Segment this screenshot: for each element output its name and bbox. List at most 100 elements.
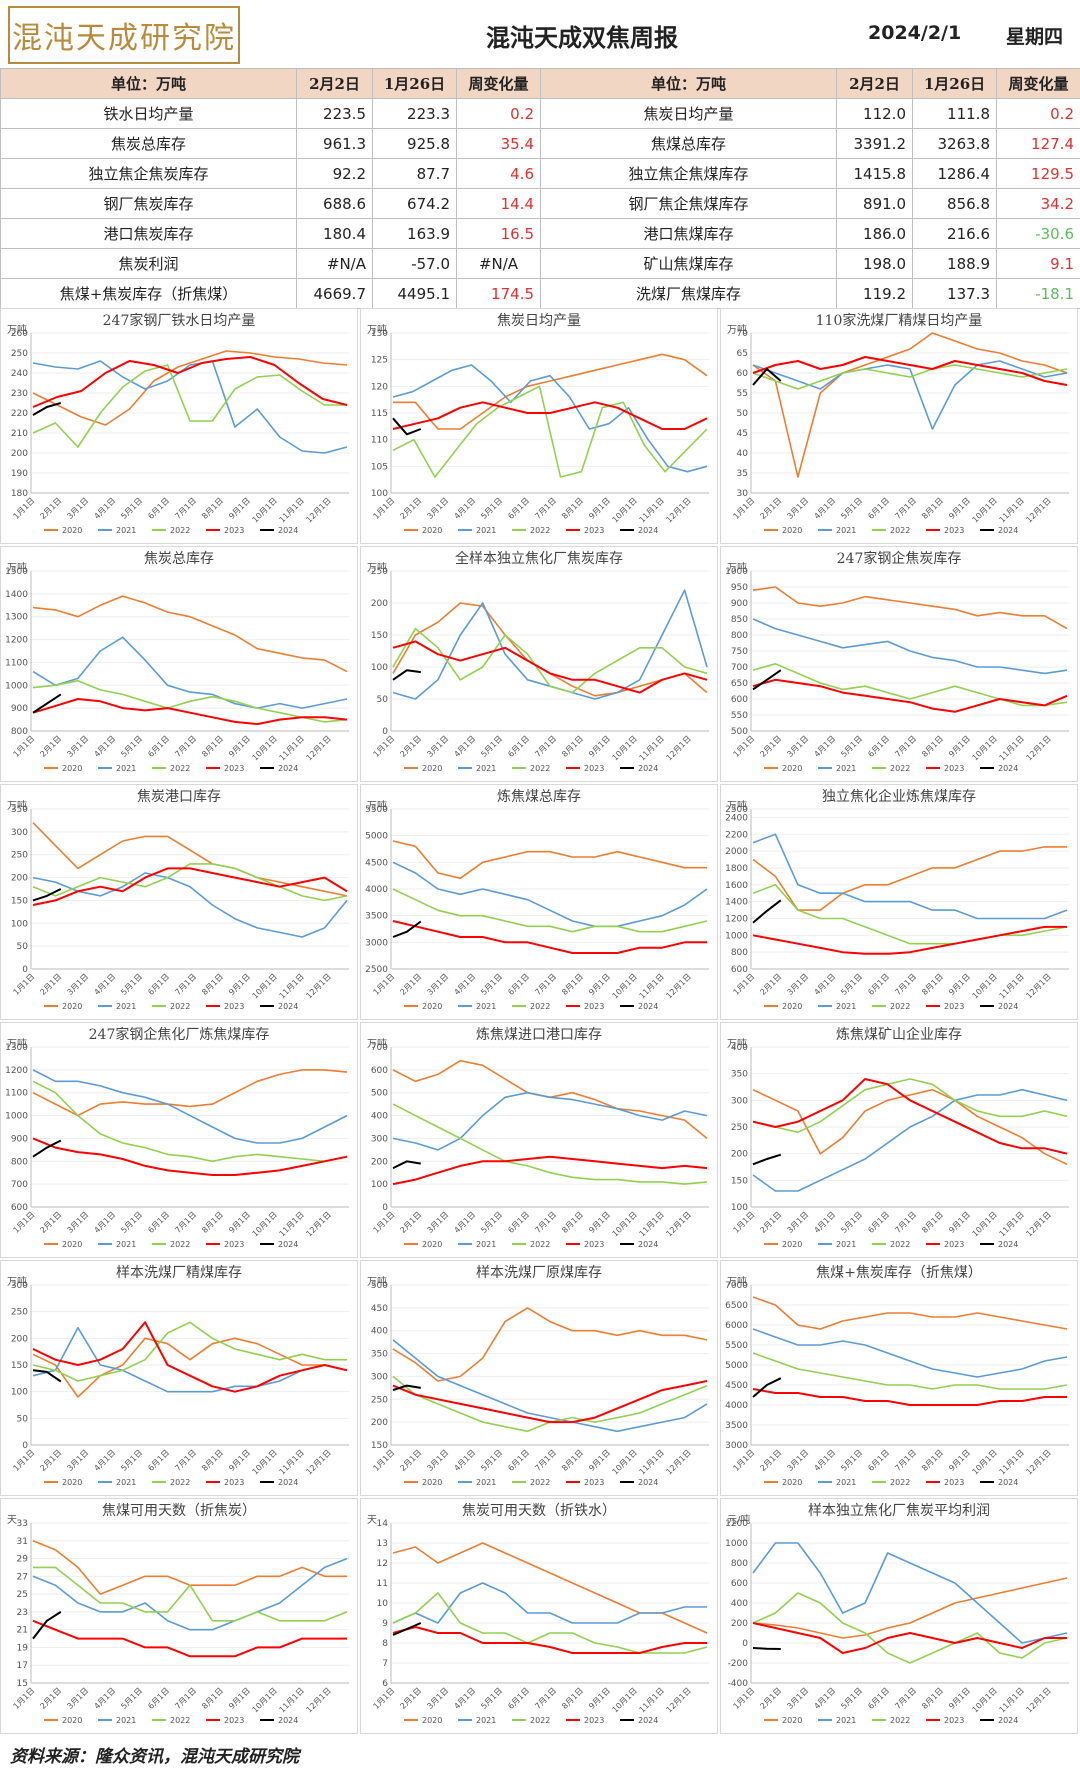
chart-title: 247家钢企焦炭库存 — [837, 550, 962, 567]
y-tick-label: 250 — [11, 1308, 28, 1318]
series-line-2021 — [32, 636, 348, 709]
y-tick-label: 0 — [742, 1639, 748, 1649]
weekly-change-cell: 34.2 — [996, 188, 1080, 219]
legend-label: 2024 — [278, 1478, 298, 1487]
x-tick-label: 6月1日 — [866, 734, 891, 759]
y-tick-label: 13 — [377, 1539, 388, 1549]
legend-label: 2023 — [584, 1478, 604, 1487]
y-tick-label: 800 — [731, 1559, 748, 1569]
x-tick-label: 5月1日 — [479, 734, 504, 759]
table-row: 焦炭总库存 961.3 925.8 35.4 焦煤总库存 3391.2 3263.8 127.… — [0, 128, 1080, 159]
y-tick-label: 33 — [17, 1519, 28, 1529]
chart-unit-label: 万吨 — [367, 1037, 387, 1050]
metric-name-cell: 铁水日均产量 — [0, 98, 297, 129]
legend-label: 2024 — [278, 764, 298, 773]
x-tick-label: 2月1日 — [38, 972, 63, 997]
y-tick-label: 5500 — [365, 805, 388, 815]
legend-label: 2022 — [530, 1716, 550, 1725]
metric-name-cell: 焦煤总库存 — [540, 128, 837, 159]
y-tick-label: 1400 — [5, 590, 28, 600]
y-tick-label: 200 — [731, 1619, 748, 1629]
y-tick-label: 210 — [11, 429, 28, 439]
chart-title: 样本洗煤厂原煤库存 — [476, 1265, 602, 1281]
series-line-2020 — [32, 595, 348, 673]
current-value-cell: 198.0 — [836, 248, 913, 279]
legend-label: 2020 — [782, 526, 802, 535]
x-tick-label: 2月1日 — [758, 496, 783, 521]
table-row: 铁水日均产量 223.5 223.3 0.2 焦炭日均产量 112.0 111.8 0.2 — [0, 98, 1080, 129]
series-line-2020 — [393, 353, 708, 430]
y-tick-label: 1600 — [725, 881, 748, 891]
x-tick-label: 10月1日 — [251, 734, 279, 762]
series-line-2023 — [32, 698, 348, 726]
x-tick-label: 4月1日 — [812, 496, 837, 521]
x-tick-label: 2月1日 — [38, 496, 63, 521]
x-tick-label: 2月1日 — [758, 1686, 783, 1711]
x-tick-label: 12月1日 — [1024, 496, 1052, 524]
y-tick-label: 50 — [17, 1414, 29, 1424]
x-tick-label: 1月1日 — [372, 496, 397, 521]
x-tick-label: 7月1日 — [893, 1686, 918, 1711]
y-tick-label: 1200 — [5, 636, 28, 646]
x-tick-label: 11月1日 — [997, 972, 1025, 1000]
x-tick-label: 10月1日 — [611, 972, 639, 1000]
y-tick-label: 1100 — [5, 658, 28, 668]
series-line-2020 — [752, 332, 1068, 478]
previous-value-cell: 925.8 — [372, 128, 457, 159]
line-chart: 样本独立焦化厂焦炭平均利润 元/吨 -400 -200 0 200 400 600 800 100… — [720, 1498, 1078, 1734]
y-tick-label: 3000 — [725, 1441, 748, 1451]
table-header-cell: 单位：万吨 — [0, 68, 297, 99]
series-line-2021 — [392, 1091, 708, 1151]
x-tick-label: 12月1日 — [664, 496, 692, 524]
x-tick-label: 9月1日 — [227, 972, 252, 997]
x-tick-label: 9月1日 — [587, 1686, 612, 1711]
x-tick-label: 1月1日 — [732, 496, 757, 521]
series-line-2021 — [32, 1326, 348, 1393]
metric-name-cell: 焦炭利润 — [0, 248, 297, 279]
legend-label: 2021 — [116, 1478, 136, 1487]
chart-unit-label: 万吨 — [7, 1037, 27, 1050]
x-tick-label: 6月1日 — [866, 972, 891, 997]
x-tick-label: 8月1日 — [920, 972, 945, 997]
y-tick-label: 230 — [11, 389, 28, 399]
series-line-2024 — [392, 920, 422, 938]
y-tick-label: 2400 — [725, 813, 748, 823]
legend-label: 2023 — [944, 1240, 964, 1249]
x-tick-label: 2月1日 — [758, 1448, 783, 1473]
x-tick-label: 1月1日 — [372, 1210, 397, 1235]
series-line-2021 — [752, 833, 1068, 920]
legend-label: 2021 — [836, 1716, 856, 1725]
y-tick-label: 0 — [382, 727, 388, 737]
legend-label: 2023 — [224, 1716, 244, 1725]
x-tick-label: 9月1日 — [227, 734, 252, 759]
line-chart: 全样本独立焦化厂焦炭库存 万吨 0 50 100 150 200 250 1月1日 2月1日 3月1… — [360, 546, 718, 782]
chart-title: 焦煤+焦炭库存（折焦煤） — [816, 1265, 982, 1281]
current-value-cell: 223.5 — [296, 98, 373, 129]
table-header-cell: 周变化量 — [996, 68, 1080, 99]
line-chart: 焦煤可用天数（折焦炭） 天 15 17 19 21 23 25 27 29 31 33 1月1日 2月1日… — [0, 1498, 358, 1734]
x-tick-label: 10月1日 — [611, 496, 639, 524]
series-line-2024 — [32, 1369, 62, 1383]
legend-label: 2021 — [836, 526, 856, 535]
metric-name-cell: 洗煤厂焦煤库存 — [540, 278, 837, 309]
weekly-change-cell: 14.4 — [456, 188, 541, 219]
series-line-2024 — [32, 1611, 62, 1640]
legend-label: 2022 — [530, 526, 550, 535]
y-tick-label: 550 — [731, 711, 748, 721]
table-body: 铁水日均产量 223.5 223.3 0.2 焦炭日均产量 112.0 111.8 0.2 焦炭… — [0, 98, 1080, 309]
x-tick-label: 9月1日 — [587, 1210, 612, 1235]
legend-label: 2023 — [584, 1240, 604, 1249]
x-tick-label: 11月1日 — [997, 1448, 1025, 1476]
y-tick-label: 250 — [11, 349, 28, 359]
weekly-change-cell: -18.1 — [996, 278, 1080, 309]
x-tick-label: 8月1日 — [560, 1686, 585, 1711]
legend-label: 2021 — [476, 1240, 496, 1249]
legend-label: 2022 — [530, 1240, 550, 1249]
x-tick-label: 1月1日 — [12, 1210, 37, 1235]
x-tick-label: 1月1日 — [372, 1686, 397, 1711]
chart-title: 焦炭港口库存 — [137, 789, 221, 805]
x-tick-label: 2月1日 — [758, 1210, 783, 1235]
y-tick-label: 125 — [371, 356, 388, 366]
legend-label: 2024 — [278, 1002, 298, 1011]
